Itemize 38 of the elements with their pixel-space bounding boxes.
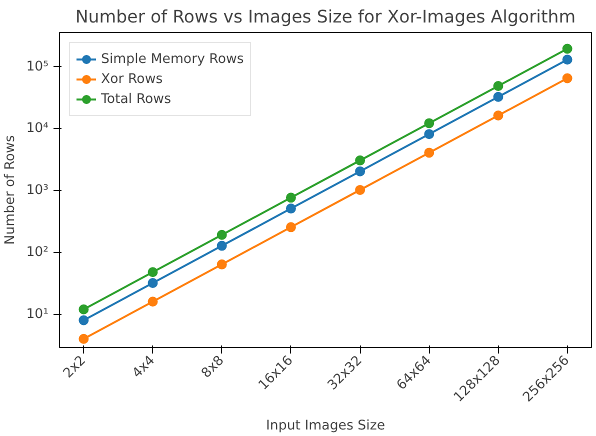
point	[562, 44, 572, 54]
point	[424, 129, 434, 140]
point	[216, 240, 227, 251]
x-tick-label: 2x2	[60, 353, 89, 382]
point	[286, 204, 296, 214]
point	[355, 166, 366, 176]
point	[148, 278, 158, 288]
point	[78, 315, 89, 326]
point	[424, 118, 434, 128]
y-tick-label: 10¹	[26, 306, 49, 322]
point	[78, 304, 89, 314]
point	[78, 334, 89, 344]
legend-label: Xor Rows	[101, 72, 163, 86]
legend-label: Total Rows	[101, 92, 172, 106]
point	[424, 148, 434, 158]
y-tick-label: 10⁴	[26, 121, 49, 136]
x-tick-label: 8x8	[198, 353, 228, 382]
point	[493, 92, 504, 102]
x-axis-title: Input Images Size	[266, 418, 386, 434]
y-axis-title: Number of Rows	[3, 135, 18, 245]
point	[216, 230, 227, 240]
point	[216, 259, 227, 270]
point	[562, 73, 572, 84]
point	[355, 155, 366, 166]
point	[148, 267, 158, 278]
point	[562, 54, 572, 65]
chart-title: Number of Rows vs Images Size for Xor-Images Algorithm	[75, 8, 576, 28]
point	[286, 222, 296, 232]
point	[493, 80, 504, 91]
x-tick-label: 4x4	[130, 353, 158, 382]
y-tick-label: 10³	[26, 183, 49, 198]
y-tick-label: 10⁵	[26, 59, 49, 74]
point	[493, 110, 504, 120]
y-tick-label: 10²	[26, 244, 49, 260]
point	[286, 192, 296, 203]
legend-label: Simple Memory Rows	[101, 52, 244, 66]
point	[355, 184, 366, 195]
point	[148, 296, 158, 307]
